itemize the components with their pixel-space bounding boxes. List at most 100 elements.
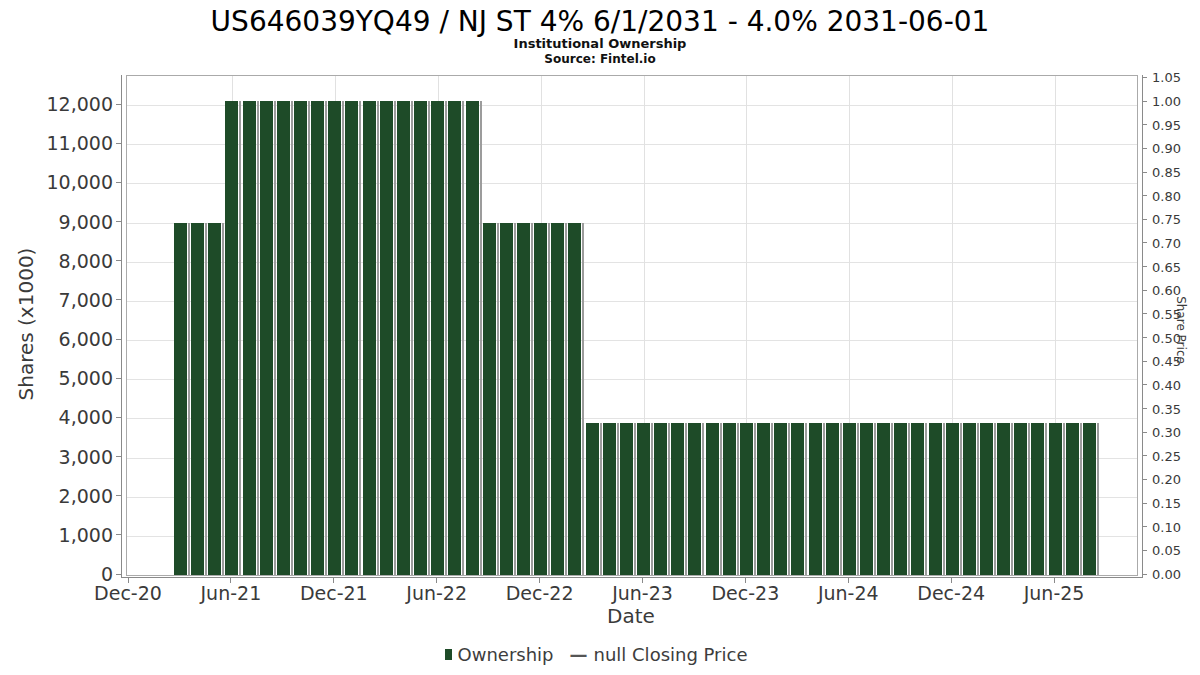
right-axis-tick-label: 0.70 <box>1152 235 1181 250</box>
left-axis-tick-label: 2,000 <box>29 485 113 507</box>
ownership-bar[interactable] <box>380 101 397 575</box>
left-axis-tick-label: 11,000 <box>29 132 113 154</box>
ownership-bar[interactable] <box>637 423 654 575</box>
ownership-bar[interactable] <box>809 423 826 575</box>
price-line-icon: — <box>570 646 588 664</box>
legend-item-closing-price[interactable]: — null Closing Price <box>570 644 748 665</box>
ownership-bar[interactable] <box>740 423 757 575</box>
left-axis-tick <box>116 456 121 457</box>
ownership-bar[interactable] <box>551 223 568 576</box>
plot-area <box>126 75 1138 576</box>
ownership-bar[interactable] <box>929 423 946 575</box>
x-axis-spine <box>121 577 1143 578</box>
ownership-bar[interactable] <box>466 101 483 575</box>
x-axis-tick-label: Dec-20 <box>83 582 173 604</box>
ownership-bar[interactable] <box>706 423 723 575</box>
x-axis-tick-label: Jun-24 <box>803 582 893 604</box>
ownership-bar[interactable] <box>843 423 860 575</box>
ownership-bar[interactable] <box>997 423 1014 575</box>
right-axis-tick <box>1142 479 1147 480</box>
right-axis-tick <box>1142 219 1147 220</box>
ownership-bar[interactable] <box>448 101 465 575</box>
right-axis-tick-label: 0.90 <box>1152 141 1181 156</box>
right-axis-tick <box>1142 266 1147 267</box>
ownership-bar[interactable] <box>980 423 997 575</box>
ownership-bar[interactable] <box>603 423 620 575</box>
x-axis-tick-label: Jun-25 <box>1009 582 1099 604</box>
chart-source: Source: Fintel.io <box>0 52 1200 66</box>
legend-item-ownership[interactable]: Ownership <box>445 644 554 665</box>
ownership-bar[interactable] <box>397 101 414 575</box>
ownership-bar[interactable] <box>860 423 877 575</box>
ownership-bar[interactable] <box>774 423 791 575</box>
left-axis-tick <box>116 339 121 340</box>
ownership-bar[interactable] <box>1083 423 1100 575</box>
ownership-bar[interactable] <box>791 423 808 575</box>
left-axis-tick <box>116 574 121 575</box>
ownership-bar[interactable] <box>963 423 980 575</box>
ownership-bar[interactable] <box>877 423 894 575</box>
right-axis-tick-label: 0.20 <box>1152 472 1181 487</box>
ownership-bar[interactable] <box>894 423 911 575</box>
ownership-bar[interactable] <box>688 423 705 575</box>
ownership-bar[interactable] <box>723 423 740 575</box>
x-axis-tick-label: Dec-22 <box>495 582 585 604</box>
ownership-bar[interactable] <box>1031 423 1048 575</box>
ownership-bar[interactable] <box>500 223 517 576</box>
ownership-bar[interactable] <box>225 101 242 575</box>
ownership-bar[interactable] <box>671 423 688 575</box>
ownership-bar[interactable] <box>277 101 294 575</box>
left-axis-tick <box>116 299 121 300</box>
ownership-bar[interactable] <box>757 423 774 575</box>
ownership-bar[interactable] <box>826 423 843 575</box>
right-axis-tick-label: 0.30 <box>1152 425 1181 440</box>
ownership-bar[interactable] <box>654 423 671 575</box>
chart-subtitle: Institutional Ownership <box>0 36 1200 51</box>
right-axis-tick-label: 0.45 <box>1152 354 1181 369</box>
ownership-bar[interactable] <box>586 423 603 575</box>
left-axis-tick-label: 12,000 <box>29 93 113 115</box>
ownership-bar[interactable] <box>328 101 345 575</box>
right-axis-tick <box>1142 77 1147 78</box>
left-axis-tick-label: 1,000 <box>29 524 113 546</box>
ownership-bar[interactable] <box>174 223 191 576</box>
ownership-bar[interactable] <box>414 101 431 575</box>
ownership-bar[interactable] <box>1049 423 1066 575</box>
right-axis-tick <box>1142 384 1147 385</box>
right-axis-tick-label: 0.05 <box>1152 543 1181 558</box>
ownership-bar[interactable] <box>363 101 380 575</box>
x-axis-tick-label: Dec-21 <box>289 582 379 604</box>
ownership-bar[interactable] <box>568 223 585 576</box>
ownership-bar[interactable] <box>620 423 637 575</box>
ownership-bar[interactable] <box>534 223 551 576</box>
left-axis-tick <box>116 182 121 183</box>
ownership-bar[interactable] <box>431 101 448 575</box>
x-axis-tick-label: Dec-23 <box>700 582 790 604</box>
ownership-bar[interactable] <box>243 101 260 575</box>
ownership-bar[interactable] <box>483 223 500 576</box>
ownership-bar[interactable] <box>946 423 963 575</box>
right-axis-tick <box>1142 337 1147 338</box>
right-axis-tick <box>1142 290 1147 291</box>
ownership-bar[interactable] <box>260 101 277 575</box>
right-axis-tick-label: 0.60 <box>1152 283 1181 298</box>
ownership-bar[interactable] <box>1066 423 1083 575</box>
left-axis-tick <box>116 378 121 379</box>
ownership-bar[interactable] <box>208 223 225 576</box>
ownership-bar[interactable] <box>311 101 328 575</box>
ownership-bar[interactable] <box>1014 423 1031 575</box>
ownership-bar[interactable] <box>517 223 534 576</box>
ownership-bar[interactable] <box>191 223 208 576</box>
right-axis-tick <box>1142 526 1147 527</box>
x-axis-tick-label: Dec-24 <box>906 582 996 604</box>
ownership-bar[interactable] <box>345 101 362 575</box>
chart-canvas: US646039YQ49 / NJ ST 4% 6/1/2031 - 4.0% … <box>0 0 1200 675</box>
right-axis-tick-label: 0.15 <box>1152 496 1181 511</box>
right-axis-tick-label: 0.80 <box>1152 188 1181 203</box>
left-axis-tick-label: 7,000 <box>29 289 113 311</box>
right-axis-tick-label: 0.10 <box>1152 519 1181 534</box>
ownership-bar[interactable] <box>294 101 311 575</box>
right-axis-tick <box>1142 101 1147 102</box>
ownership-bar[interactable] <box>911 423 928 575</box>
right-axis-tick-label: 0.50 <box>1152 330 1181 345</box>
